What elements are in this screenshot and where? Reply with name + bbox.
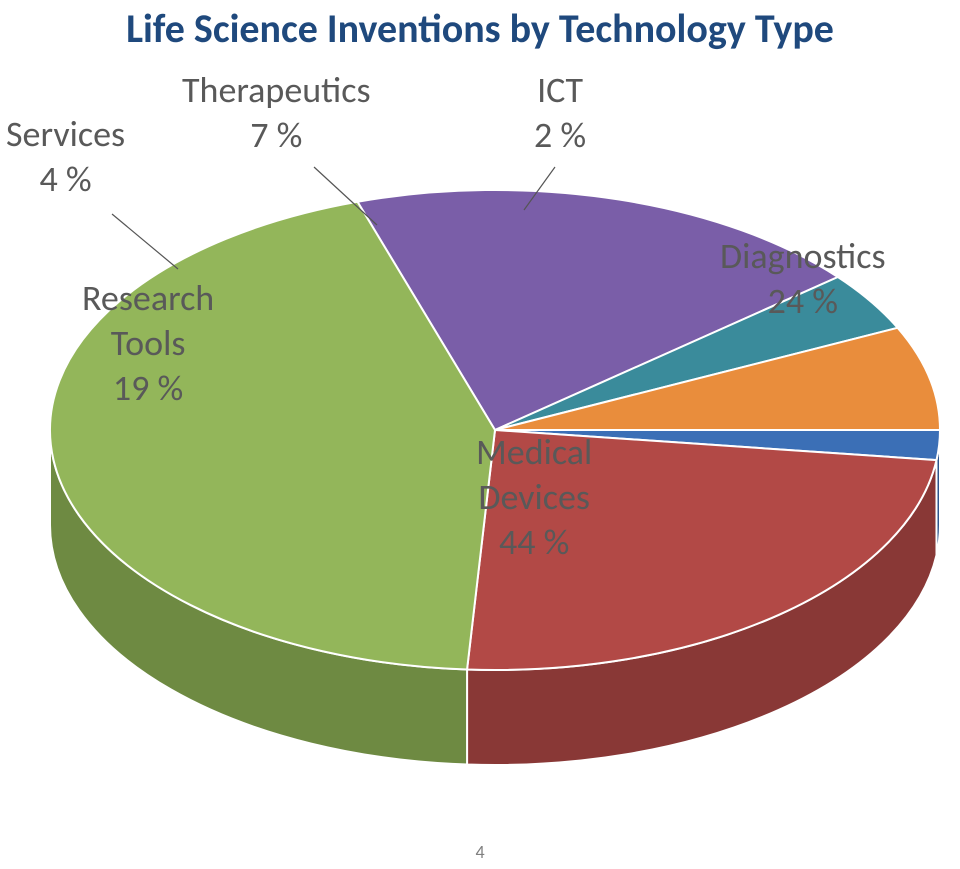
label-diagnostics: Diagnostics 24 %: [720, 234, 886, 324]
label-services: Services 4 %: [6, 112, 125, 202]
leader-line: [112, 214, 178, 269]
page-number: 4: [0, 841, 960, 863]
label-medical_devices: Medical Devices 44 %: [476, 430, 592, 565]
label-therapeutics: Therapeutics 7 %: [182, 68, 371, 158]
label-ict: ICT 2 %: [534, 68, 586, 158]
label-research_tools: Research Tools 19 %: [82, 276, 214, 411]
